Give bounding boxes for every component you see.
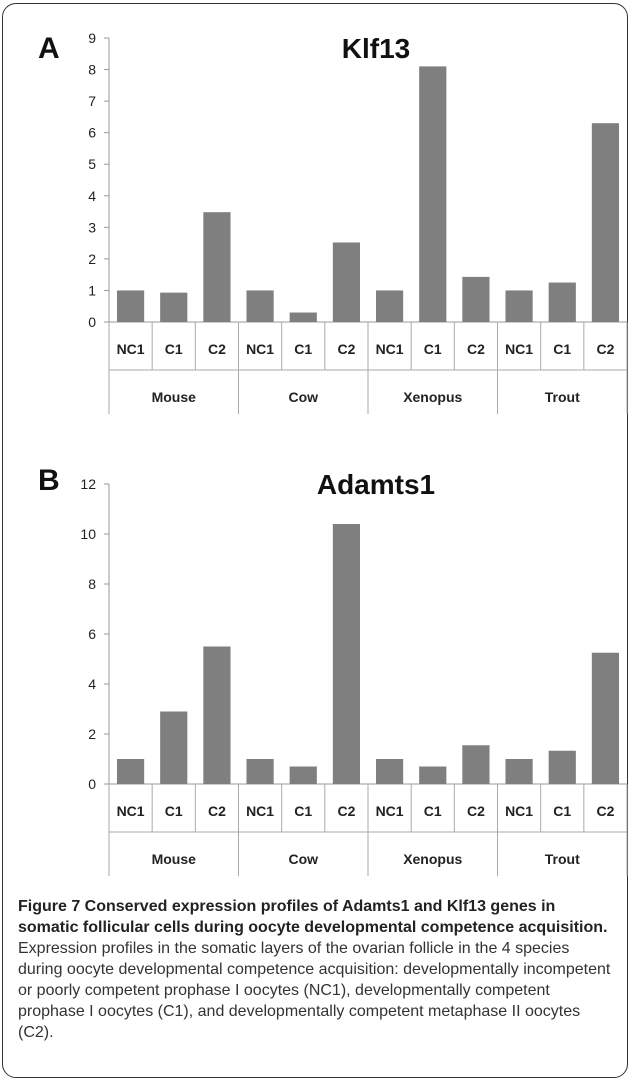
x-category-label: NC1 [505, 341, 533, 357]
y-tick-label: 12 [80, 476, 96, 492]
chart-panel-b: B Adamts1 0 2 4 6 8 10 12 NC1 C1 C2 NC1 C1 C2 NC1 C1 C2 NC… [38, 464, 628, 876]
x-group-label: Trout [545, 851, 580, 867]
bar [505, 290, 533, 322]
x-category-label: NC1 [246, 341, 274, 357]
bar [203, 212, 231, 322]
chart-panel-a: A Klf13 0 1 2 3 4 5 6 7 8 9 NC1 C1 C2 NC1 C1 C2 NC1 C1 C2 NC1… [38, 30, 628, 414]
y-tick-label: 8 [88, 62, 96, 78]
bar [160, 711, 188, 784]
bar [289, 312, 317, 322]
bar [462, 276, 490, 322]
panel-label: A [38, 32, 60, 65]
caption-body: Expression profiles in the somatic layer… [18, 940, 611, 1041]
caption-title: Figure 7 Conserved expression profiles o… [18, 898, 608, 936]
panel-label: B [38, 464, 60, 497]
x-category-label: C1 [165, 803, 183, 819]
bar [375, 290, 404, 322]
x-category-label: C2 [337, 341, 355, 357]
x-group-label: Mouse [152, 389, 197, 405]
x-category-label: NC1 [376, 803, 404, 819]
y-tick-label: 4 [88, 676, 96, 692]
bar [462, 745, 490, 784]
x-group-label: Cow [288, 851, 318, 867]
x-category-label: C1 [165, 341, 183, 357]
figure-frame [2, 3, 628, 1078]
x-category-label: C2 [467, 341, 485, 357]
x-category-label: C2 [467, 803, 485, 819]
x-category-label: C2 [208, 341, 226, 357]
x-category-label: NC1 [117, 803, 145, 819]
x-category-label: NC1 [505, 803, 533, 819]
bar [548, 282, 576, 322]
bar [246, 290, 274, 322]
y-tick-label: 2 [88, 726, 96, 742]
bar [375, 759, 404, 784]
x-category-label: C2 [596, 341, 614, 357]
bar [591, 123, 620, 322]
x-category-label: C1 [294, 803, 312, 819]
x-category-label: C1 [553, 803, 571, 819]
x-group-label: Mouse [152, 851, 197, 867]
x-category-label: C2 [337, 803, 355, 819]
y-tick-label: 0 [88, 314, 96, 330]
y-tick-label: 4 [88, 188, 96, 204]
x-category-label: NC1 [376, 341, 404, 357]
chart-title: Klf13 [342, 33, 410, 64]
bar [160, 292, 188, 322]
x-category-label: C2 [596, 803, 614, 819]
x-group-label: Xenopus [403, 851, 462, 867]
bar [246, 759, 274, 784]
y-tick-label: 2 [88, 251, 96, 267]
bar [116, 290, 145, 322]
bar [505, 759, 533, 784]
x-category-label: C1 [424, 341, 442, 357]
x-category-label: C1 [553, 341, 571, 357]
y-tick-label: 6 [88, 125, 96, 141]
chart-title: Adamts1 [317, 469, 435, 500]
bar [419, 66, 447, 323]
bar [203, 646, 231, 784]
x-category-label: NC1 [246, 803, 274, 819]
y-tick-label: 10 [80, 526, 96, 542]
bar [548, 750, 576, 784]
bar [591, 652, 620, 784]
y-tick-label: 6 [88, 626, 96, 642]
x-group-label: Cow [288, 389, 318, 405]
bar [332, 524, 361, 784]
y-tick-label: 9 [88, 30, 96, 46]
x-group-label: Xenopus [403, 389, 462, 405]
x-category-label: C2 [208, 803, 226, 819]
x-category-label: C1 [294, 341, 312, 357]
bar [289, 766, 317, 784]
x-category-label: C1 [424, 803, 442, 819]
figure-caption: Figure 7 Conserved expression profiles o… [18, 896, 614, 1043]
bar [116, 759, 145, 784]
y-tick-label: 5 [88, 156, 96, 172]
bar [332, 242, 361, 322]
y-tick-label: 8 [88, 576, 96, 592]
y-tick-label: 0 [88, 776, 96, 792]
y-tick-label: 3 [88, 219, 96, 235]
bar [419, 766, 447, 784]
y-tick-label: 1 [88, 282, 96, 298]
x-category-label: NC1 [117, 341, 145, 357]
y-tick-label: 7 [88, 93, 96, 109]
x-group-label: Trout [545, 389, 580, 405]
